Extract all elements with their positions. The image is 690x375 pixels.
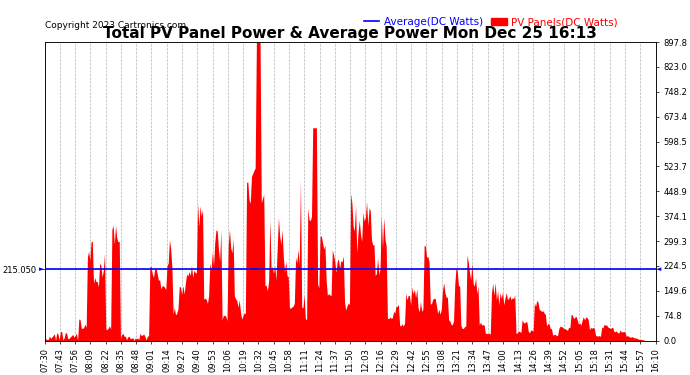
Legend: Average(DC Watts), PV Panels(DC Watts): Average(DC Watts), PV Panels(DC Watts): [359, 13, 622, 31]
Text: Copyright 2023 Cartronics.com: Copyright 2023 Cartronics.com: [45, 21, 186, 30]
Text: ◄: ◄: [656, 266, 662, 272]
Text: ►: ►: [39, 266, 44, 272]
Title: Total PV Panel Power & Average Power Mon Dec 25 16:13: Total PV Panel Power & Average Power Mon…: [103, 26, 597, 41]
